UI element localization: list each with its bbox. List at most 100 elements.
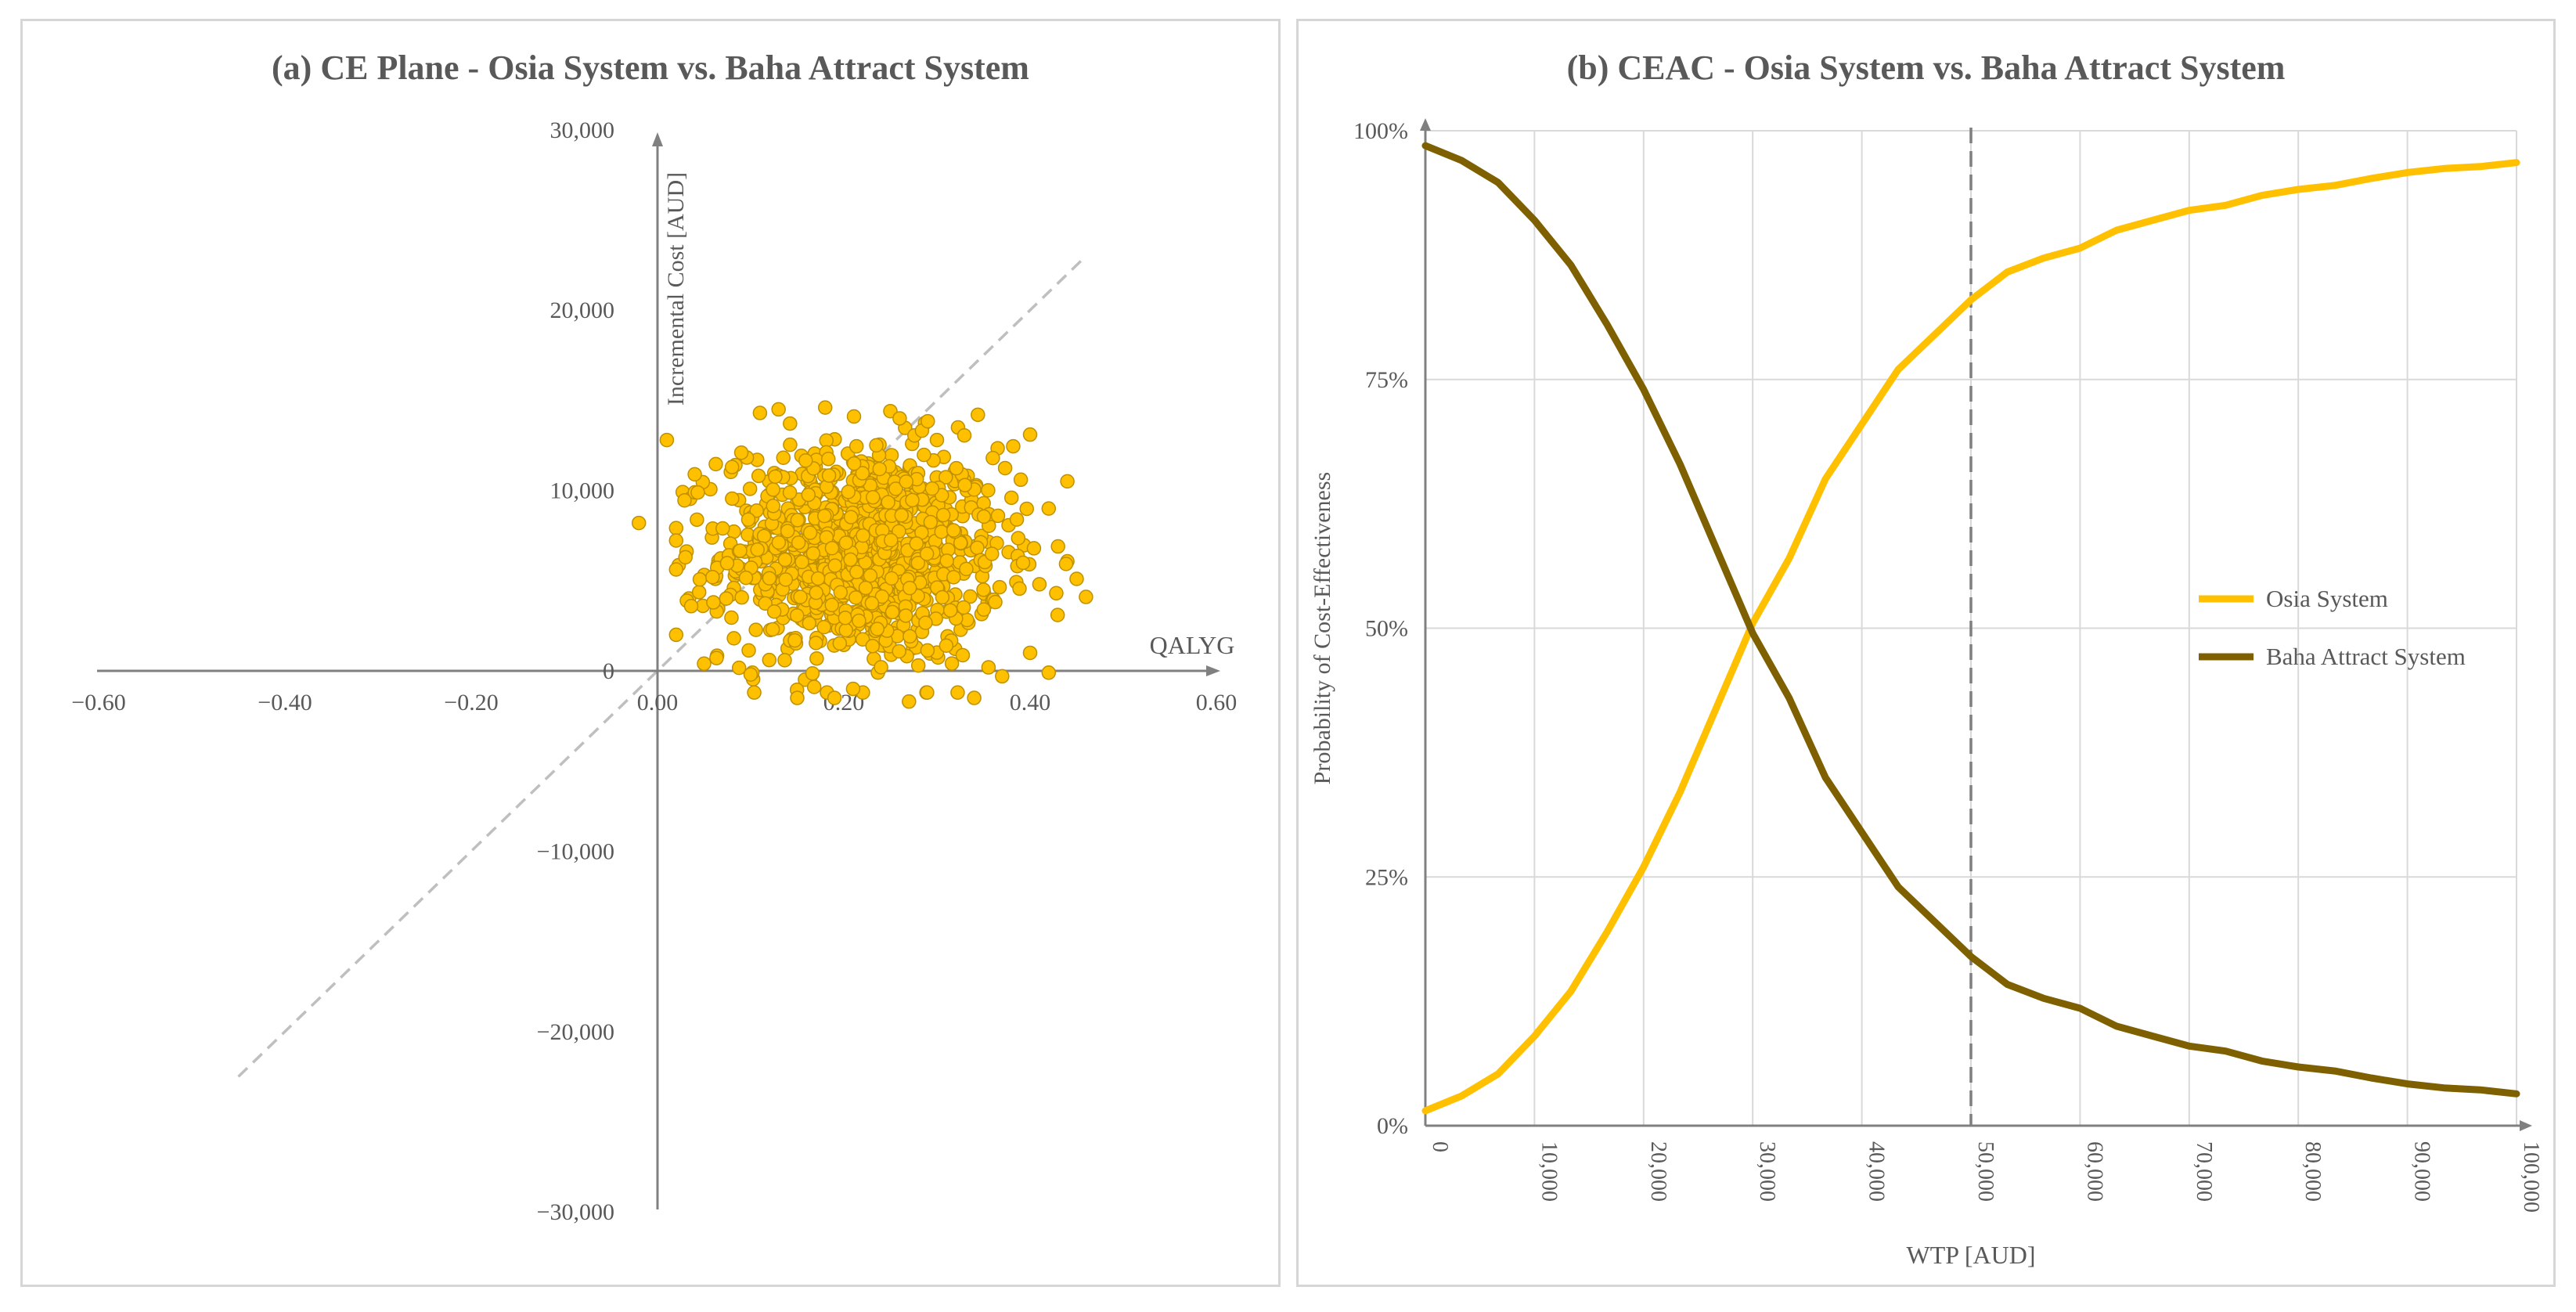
scatter-point <box>787 633 802 648</box>
scatter-point <box>918 615 933 630</box>
scatter-point <box>970 540 985 556</box>
scatter-point <box>734 589 749 605</box>
scatter-point <box>899 474 913 489</box>
scatter-point <box>902 694 917 709</box>
scatter-point <box>690 485 705 500</box>
scatter-point <box>778 572 794 587</box>
scatter-point <box>924 481 940 496</box>
x-tick-label: 70,000 <box>2192 1141 2216 1202</box>
scatter-point <box>724 610 739 625</box>
scatter-point <box>1013 472 1029 488</box>
scatter-point <box>1015 555 1031 571</box>
scatter-point <box>884 532 899 548</box>
scatter-point <box>1019 501 1034 517</box>
scatter-point <box>719 556 735 571</box>
scatter-point <box>827 690 842 705</box>
x-axis-arrow <box>1206 665 1220 676</box>
scatter-point <box>942 603 958 618</box>
scatter-point <box>992 579 1007 595</box>
scatter-point <box>997 460 1013 476</box>
scatter-point <box>995 669 1010 684</box>
scatter-point <box>855 632 870 647</box>
scatter-point <box>919 546 935 561</box>
scatter-point <box>783 437 798 452</box>
scatter-point <box>985 546 1000 561</box>
scatter-point <box>872 461 888 477</box>
scatter-point <box>719 591 734 606</box>
scatter-point <box>1006 438 1021 454</box>
scatter-point <box>742 481 758 496</box>
scatter-point <box>1060 474 1075 489</box>
scatter-point <box>790 513 805 528</box>
x-tick-label: 50,000 <box>1973 1141 1998 1202</box>
scatter-point <box>898 608 913 623</box>
scatter-point <box>706 595 721 610</box>
x-tick-label: 90,000 <box>2410 1141 2434 1202</box>
scatter-point <box>881 495 895 510</box>
y-tick-label: −30,000 <box>537 1199 614 1225</box>
x-tick-label: 0 <box>1428 1141 1452 1152</box>
scatter-point <box>921 413 935 429</box>
y-axis-arrow <box>652 132 663 146</box>
scatter-point <box>715 521 730 536</box>
scatter-point <box>1058 557 1074 571</box>
scatter-point <box>776 450 791 465</box>
scatter-point <box>894 507 910 523</box>
scatter-point <box>1049 586 1064 601</box>
scatter-point <box>863 568 878 583</box>
scatter-point <box>821 468 837 483</box>
scatter-point <box>846 409 862 424</box>
scatter-point <box>920 643 935 658</box>
scatter-point <box>805 546 821 561</box>
scatter-point <box>1069 571 1084 586</box>
x-tick-label: 80,000 <box>2300 1141 2325 1202</box>
scatter-point <box>816 619 831 635</box>
y-axis-arrow <box>1420 118 1431 131</box>
x-tick-label: 60,000 <box>2082 1141 2106 1202</box>
legend-label: Osia System <box>2266 585 2388 612</box>
scatter-point <box>709 651 724 665</box>
scatter-point <box>865 639 881 654</box>
y-axis-label: Incremental Cost [AUD] <box>663 172 689 405</box>
ceac-title: (b) CEAC - Osia System vs. Baha Attract … <box>1566 49 2286 87</box>
scatter-point <box>777 552 793 568</box>
scatter-point <box>762 571 777 586</box>
scatter-point <box>790 690 805 705</box>
scatter-point <box>668 533 684 548</box>
scatter-point <box>771 402 786 417</box>
scatter-point <box>884 604 900 620</box>
scatter-point <box>678 550 693 565</box>
y-tick-label: 0% <box>1377 1113 1408 1139</box>
scatter-point <box>750 542 765 557</box>
scatter-point <box>708 456 723 472</box>
scatter-point <box>981 483 996 498</box>
scatter-point <box>1022 427 1038 442</box>
scatter-point <box>848 438 864 454</box>
scatter-point <box>884 571 899 586</box>
scatter-point <box>849 564 864 579</box>
scatter-point <box>794 554 809 570</box>
scatter-point <box>747 685 762 700</box>
scatter-point <box>917 447 931 463</box>
scatter-point <box>985 450 1000 466</box>
scatter-point <box>725 491 740 506</box>
scatter-point <box>705 569 720 585</box>
scatter-point <box>802 615 817 631</box>
scatter-point <box>806 679 822 694</box>
scatter-point <box>690 512 704 528</box>
scatter-point <box>971 407 985 423</box>
scatter-point <box>865 490 881 505</box>
scatter-point <box>780 524 795 539</box>
scatter-point <box>809 585 824 600</box>
scatter-point <box>892 643 906 659</box>
scatter-point <box>843 510 859 524</box>
scatter-point <box>934 524 949 539</box>
scatter-point <box>1003 490 1019 506</box>
scatter-point <box>743 667 758 682</box>
scatter-point <box>1041 501 1057 516</box>
legend-label: Baha Attract System <box>2266 643 2466 670</box>
scatter-point <box>939 470 953 485</box>
scatter-point <box>848 590 863 605</box>
x-tick-label: −0.40 <box>258 690 312 715</box>
panel-ce-plane: (a) CE Plane - Osia System vs. Baha Attr… <box>20 19 1281 1287</box>
